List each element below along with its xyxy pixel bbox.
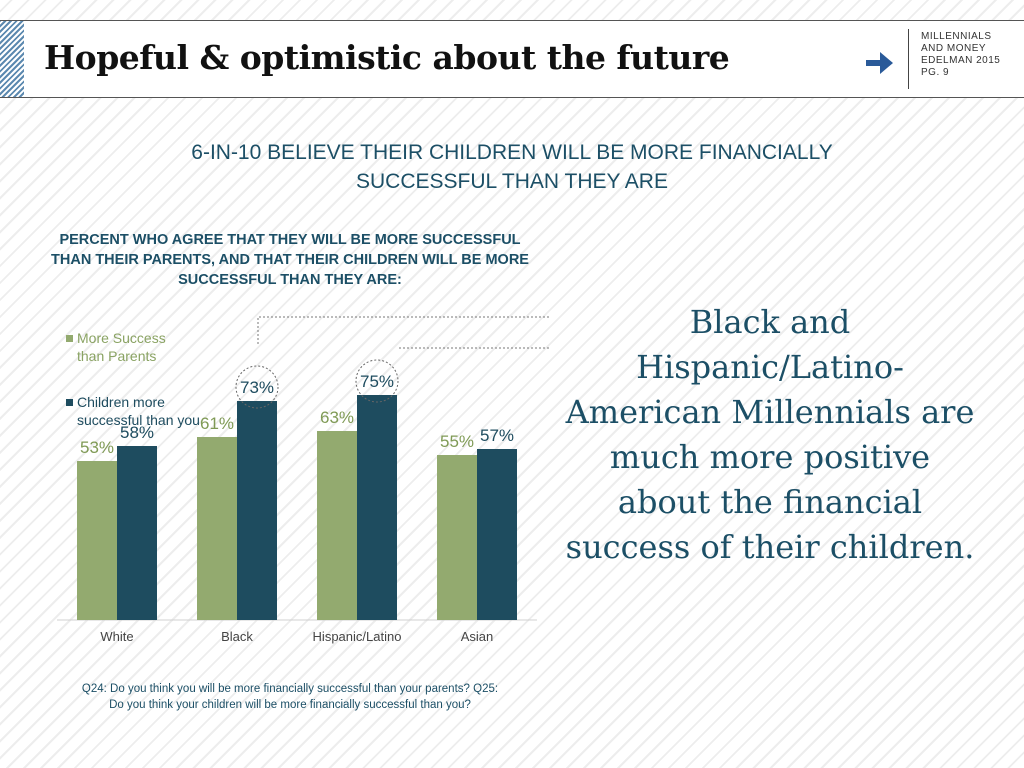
slide-header: Hopeful & optimistic about the future MI… xyxy=(0,20,1024,98)
brand-line: AND MONEY xyxy=(921,43,987,54)
category-label: White xyxy=(100,629,133,644)
arrow-icon xyxy=(866,52,893,74)
connector-line xyxy=(257,316,550,344)
data-label: 63% xyxy=(320,408,354,427)
page-number: PG. 9 xyxy=(921,67,950,78)
data-label: 73% xyxy=(240,378,274,397)
footnote: Q24: Do you think you will be more finan… xyxy=(81,683,499,711)
page-title: Hopeful & optimistic about the future xyxy=(44,38,730,77)
highlight-circle xyxy=(355,359,399,403)
data-label: 58% xyxy=(120,423,154,442)
legend-label: than Parents xyxy=(77,348,156,364)
data-label: 55% xyxy=(440,432,474,451)
bar-chart: 53% 58% White 61% 73% Black 63% 75% Hispanic/Lat… xyxy=(57,316,550,644)
category-label: Hispanic/Latino xyxy=(313,629,402,644)
highlight-circle xyxy=(235,365,279,409)
chart-title: PERCENT WHO AGREE THAT THEY WILL BE MORE… xyxy=(51,232,529,288)
brand-divider xyxy=(908,29,909,89)
bar-hispanic-latino-s2 xyxy=(357,395,397,620)
bar-asian-s2 xyxy=(477,449,517,620)
data-label: 61% xyxy=(200,414,234,433)
bar-white-s1 xyxy=(77,461,117,620)
header-stripe xyxy=(0,21,24,97)
data-label: 75% xyxy=(360,372,394,391)
callout-text: Black and Hispanic/Latino-American Mille… xyxy=(565,303,975,566)
legend-swatch xyxy=(66,335,73,342)
bar-black-s1 xyxy=(197,437,237,620)
legend-label: successful than you xyxy=(77,412,200,428)
bar-white-s2 xyxy=(117,446,157,620)
data-label: 57% xyxy=(480,426,514,445)
legend-swatch xyxy=(66,399,73,406)
legend-label: Children more xyxy=(77,394,165,410)
bar-asian-s1 xyxy=(437,455,477,620)
data-label: 53% xyxy=(80,438,114,457)
legend-label: More Success xyxy=(77,330,166,346)
main-heading: 6-IN-10 BELIEVE THEIR CHILDREN WILL BE M… xyxy=(191,141,833,193)
category-label: Black xyxy=(221,629,253,644)
category-label: Asian xyxy=(461,629,494,644)
bar-hispanic-latino-s1 xyxy=(317,431,357,620)
brand-line: MILLENNIALS xyxy=(921,31,992,42)
bar-black-s2 xyxy=(237,401,277,620)
brand-block: MILLENNIALS AND MONEY EDELMAN 2015 PG. 9 xyxy=(921,31,1000,79)
brand-line: EDELMAN 2015 xyxy=(921,55,1001,66)
